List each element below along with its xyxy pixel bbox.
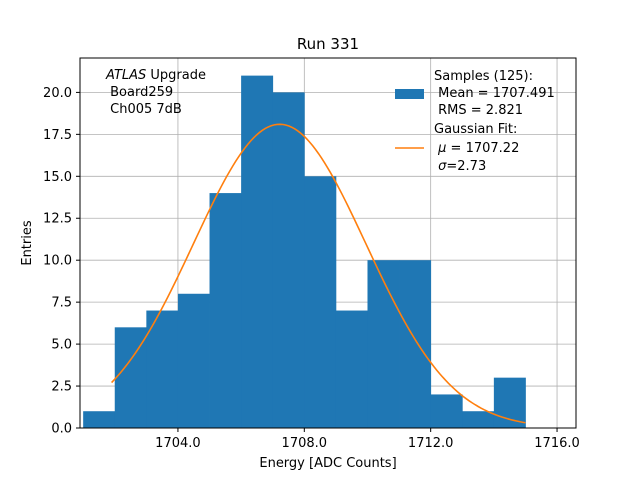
- legend-fit-sigma: σ=2.73: [434, 159, 486, 174]
- y-tick-label: 5.0: [51, 338, 72, 353]
- histogram-bar: [462, 411, 495, 428]
- x-tick-label: 1704.0: [155, 436, 201, 451]
- atlas-annotation: ATLAS Upgrade Board259 Ch005 7dB: [105, 68, 206, 117]
- y-tick-label: 17.5: [43, 128, 72, 143]
- annotation-line-3: Ch005 7dB: [106, 102, 182, 117]
- y-tick-label: 7.5: [51, 296, 72, 311]
- annotation-upgrade: Upgrade: [146, 68, 206, 83]
- legend-histogram-swatch: [395, 89, 424, 99]
- legend-samples-line: Samples (125):: [434, 69, 533, 84]
- histogram-bar: [493, 377, 526, 428]
- mu-value: = 1707.22: [446, 141, 519, 156]
- mu-symbol: μ: [437, 141, 446, 156]
- y-axis-ticks: 0.0 2.5 5.0 7.5 10.0 12.5 15.0 17.5 20.0: [43, 86, 80, 437]
- y-tick-label: 2.5: [51, 380, 72, 395]
- y-tick-label: 15.0: [43, 170, 72, 185]
- histogram-bar: [304, 176, 337, 428]
- legend-fit-title: Gaussian Fit:: [434, 122, 517, 137]
- histogram-bar: [177, 293, 210, 428]
- x-tick-label: 1716.0: [534, 436, 580, 451]
- y-axis-title: Entries: [20, 220, 35, 266]
- histogram-bar: [335, 310, 368, 428]
- x-tick-label: 1712.0: [408, 436, 454, 451]
- histogram-bar: [430, 394, 463, 428]
- histogram-bar: [209, 193, 242, 428]
- y-tick-label: 0.0: [51, 422, 72, 437]
- histogram-bar: [399, 260, 432, 428]
- x-axis-ticks: 1704.0 1708.0 1712.0 1716.0: [155, 428, 580, 451]
- y-tick-label: 20.0: [43, 86, 72, 101]
- chart-title: Run 331: [297, 35, 359, 53]
- histogram-bar: [83, 411, 116, 428]
- histogram-bar: [146, 310, 179, 428]
- annotation-line-1: ATLAS Upgrade: [105, 68, 206, 83]
- plot-frame: [79, 57, 577, 429]
- legend: Samples (125): Mean = 1707.491 RMS = 2.8…: [395, 69, 555, 174]
- annotation-atlas: ATLAS: [105, 68, 146, 83]
- y-tick-label: 10.0: [43, 254, 72, 269]
- x-axis-title: Energy [ADC Counts]: [259, 456, 396, 471]
- histogram-bar: [241, 75, 274, 428]
- histogram-bar: [367, 260, 400, 428]
- sigma-value: =2.73: [446, 159, 486, 174]
- y-tick-label: 12.5: [43, 212, 72, 227]
- annotation-line-2: Board259: [106, 85, 173, 100]
- histogram-bar: [272, 92, 305, 428]
- legend-rms-line: RMS = 2.821: [434, 103, 523, 118]
- legend-mean-line: Mean = 1707.491: [434, 86, 555, 101]
- x-tick-label: 1708.0: [282, 436, 328, 451]
- gaussian-fit-curve: [111, 123, 526, 424]
- sigma-symbol: σ: [438, 159, 447, 174]
- legend-fit-mu: μ = 1707.22: [434, 141, 519, 156]
